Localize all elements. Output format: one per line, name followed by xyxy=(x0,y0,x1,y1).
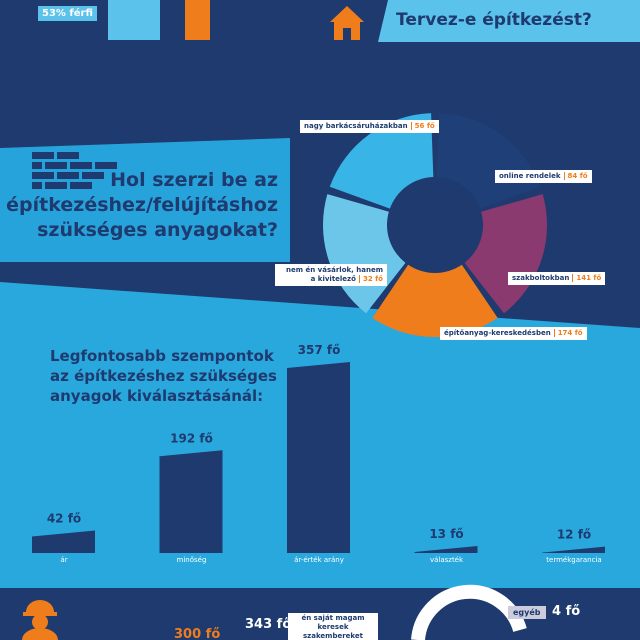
value-label: 192 fő xyxy=(170,431,213,445)
count: 174 fő xyxy=(553,329,583,337)
count: 343 fő xyxy=(245,617,292,632)
title-line: szükséges anyagokat? xyxy=(37,219,278,241)
question: Tervez-e építkezést? xyxy=(396,10,592,30)
answer-label: egyéb xyxy=(508,606,546,619)
worker-icon xyxy=(22,600,58,640)
label: nagy barkácsáruházakban xyxy=(304,122,408,130)
bar xyxy=(32,530,95,553)
count: 141 fő xyxy=(572,274,602,282)
bar xyxy=(159,450,223,553)
brick-icon xyxy=(32,152,117,189)
x-tick-label: ár xyxy=(60,556,67,564)
bar xyxy=(287,362,350,553)
x-tick-label: ár-érték arány xyxy=(294,556,344,564)
count: 84 fő xyxy=(563,172,588,180)
wheel-segment xyxy=(372,264,498,337)
house-door xyxy=(343,28,351,40)
x-tick-label: termékgarancia xyxy=(546,556,601,564)
count: 56 fő xyxy=(410,122,435,130)
wheel-segment xyxy=(436,113,541,209)
count: 4 fő xyxy=(552,604,581,619)
gender-bar xyxy=(185,0,210,40)
segment-label: online rendelek 84 fő xyxy=(495,170,592,183)
gender-bar xyxy=(108,0,160,40)
title-line: anyagok kiválasztásánál: xyxy=(50,387,264,405)
segment-label: szakboltokban 141 fő xyxy=(508,272,606,285)
segment-label: építőanyag-kereskedésben 174 fő xyxy=(440,327,587,340)
gender-label: 53% férfi xyxy=(38,6,97,21)
value-label: 12 fő xyxy=(557,528,591,542)
source-wheel xyxy=(322,113,547,337)
x-tick-label: választék xyxy=(430,556,464,564)
title-line: az építkezéshez szükséges xyxy=(50,367,277,385)
bottom-donut xyxy=(411,584,527,640)
segment-label: nem én vásárlok, hanem a kivitelező 32 fő xyxy=(275,264,387,286)
value-label: 42 fő xyxy=(47,512,81,526)
house-icon xyxy=(330,6,364,40)
label: nem én vásárlok, hanem a kivitelező xyxy=(286,266,383,283)
answer-label: én saját magam keresek szakembereket xyxy=(288,613,378,640)
x-tick-label: minőség xyxy=(177,555,207,564)
label: szakboltokban xyxy=(512,274,570,282)
bar xyxy=(414,546,478,553)
value-label: 13 fő xyxy=(429,527,463,541)
title-line: építkezéshez/felújításhoz xyxy=(6,194,278,216)
sources-title: Hol szerzi be az építkezéshez/felújításh… xyxy=(6,168,278,243)
question-banner xyxy=(378,0,640,42)
label: online rendelek xyxy=(499,172,561,180)
count: 300 fő xyxy=(174,627,221,640)
count: 32 fő xyxy=(358,275,383,283)
title-line: Legfontosabb szempontok xyxy=(50,347,274,365)
value-label: 357 fő xyxy=(298,343,341,357)
title-line: Hol szerzi be az xyxy=(110,169,278,191)
segment-label: nagy barkácsáruházakban 56 fő xyxy=(300,120,439,133)
wheel-segment xyxy=(329,113,434,209)
bar xyxy=(542,546,605,553)
chart-title: Legfontosabb szempontok az építkezéshez … xyxy=(50,346,277,406)
label: építőanyag-kereskedésben xyxy=(444,329,551,337)
